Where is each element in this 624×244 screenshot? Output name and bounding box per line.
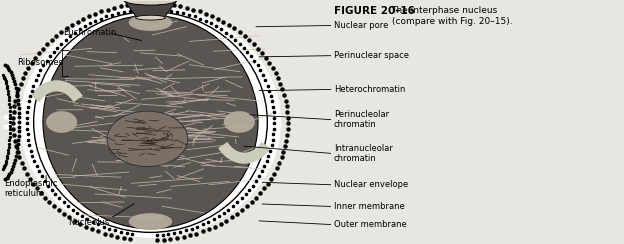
Text: Nucleolus: Nucleolus	[69, 218, 110, 227]
Text: Nuclear pore: Nuclear pore	[334, 21, 388, 30]
Ellipse shape	[107, 111, 188, 167]
Ellipse shape	[129, 14, 172, 31]
Text: Outer membrane: Outer membrane	[334, 220, 406, 229]
Ellipse shape	[34, 12, 267, 232]
Ellipse shape	[129, 213, 172, 230]
Text: Nuclear envelope: Nuclear envelope	[334, 180, 408, 189]
Text: Ribosomes: Ribosomes	[17, 58, 63, 67]
Text: The interphase nucleus
(compare with Fig. 20–15).: The interphase nucleus (compare with Fig…	[391, 6, 512, 26]
Ellipse shape	[224, 111, 255, 133]
Text: Perinuclear space: Perinuclear space	[334, 51, 409, 60]
Ellipse shape	[46, 111, 77, 133]
Ellipse shape	[124, 0, 177, 5]
Ellipse shape	[135, 15, 165, 20]
Wedge shape	[3, 114, 21, 130]
Text: Perinucleolar
chromatin: Perinucleolar chromatin	[334, 110, 389, 129]
Text: Intranucleolar
chromatin: Intranucleolar chromatin	[334, 144, 392, 163]
Text: Euchromatin: Euchromatin	[64, 28, 117, 37]
Polygon shape	[124, 1, 177, 18]
Ellipse shape	[43, 15, 258, 229]
Text: Inner membrane: Inner membrane	[334, 202, 404, 211]
Text: FIGURE 20–16: FIGURE 20–16	[334, 6, 422, 16]
Ellipse shape	[20, 6, 281, 238]
Text: Heterochromatin: Heterochromatin	[334, 85, 405, 94]
Text: Endoplasmic
reticulum: Endoplasmic reticulum	[4, 179, 58, 198]
